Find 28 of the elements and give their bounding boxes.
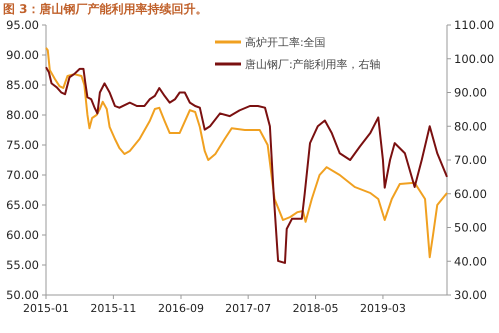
y-tick-label: 90.00 — [6, 48, 39, 62]
y2-tick-label: 80.00 — [454, 119, 487, 134]
y-tick-label: 85.00 — [6, 78, 39, 92]
y-tick-label: 80.00 — [6, 108, 39, 122]
y-tick-label: 55.00 — [6, 258, 39, 272]
x-tick-label: 2015-11 — [90, 302, 136, 315]
y-tick-label: 70.00 — [6, 168, 39, 182]
legend-label: 高炉开工率:全国 — [245, 36, 326, 49]
y2-tick-label: 110.00 — [454, 18, 494, 32]
x-tick-label: 2018-05 — [292, 302, 339, 315]
legend-label: 唐山钢厂:产能利用率，右轴 — [245, 58, 381, 71]
y2-tick-label: 100.00 — [454, 52, 494, 66]
y2-tick-label: 50.00 — [454, 220, 487, 234]
x-tick-label: 2019-03 — [360, 302, 406, 315]
x-tick-label: 2016-09 — [158, 302, 204, 315]
x-tick-label: 2017-07 — [225, 302, 272, 315]
y2-tick-label: 30.00 — [454, 288, 487, 302]
chart-title: 图 3：唐山钢厂产能利用率持续回升。 — [3, 2, 208, 16]
y-tick-label: 60.00 — [6, 228, 39, 242]
y2-tick-label: 60.00 — [454, 186, 487, 201]
y2-tick-label: 90.00 — [454, 86, 487, 100]
y2-tick-label: 40.00 — [454, 254, 487, 268]
y-tick-label: 95.00 — [6, 18, 39, 32]
y-tick-label: 50.00 — [6, 288, 39, 302]
y2-tick-label: 70.00 — [454, 153, 487, 167]
y-tick-label: 65.00 — [6, 198, 39, 212]
y-tick-label: 75.00 — [6, 138, 39, 152]
x-tick-label: 2015-01 — [23, 302, 69, 315]
